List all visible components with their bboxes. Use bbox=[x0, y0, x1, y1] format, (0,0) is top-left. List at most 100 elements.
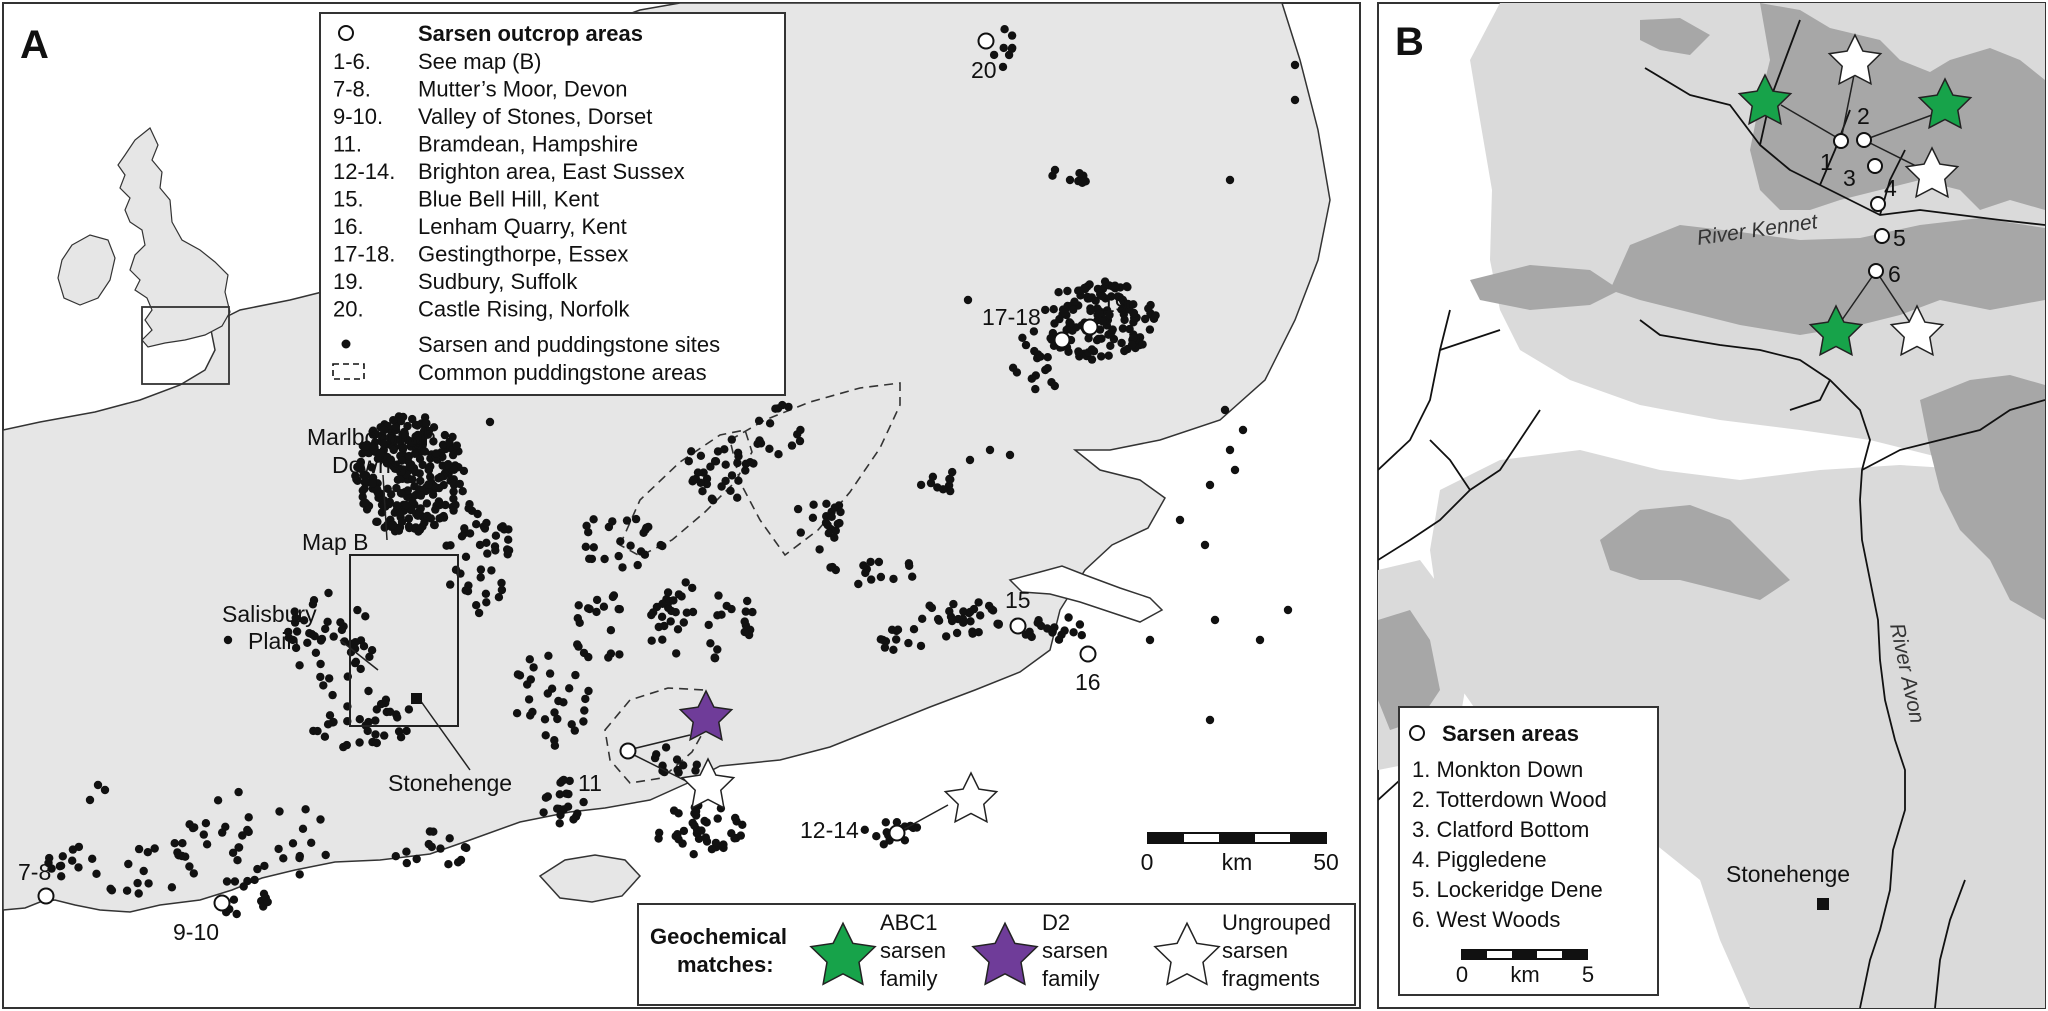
salisbury-leader bbox=[339, 639, 379, 671]
site-dot bbox=[372, 738, 381, 748]
site-dot bbox=[336, 618, 345, 627]
site-dot bbox=[310, 632, 319, 641]
label-site-9-10: 9-10 bbox=[173, 919, 219, 945]
label-marlborough: Marlborough bbox=[307, 424, 436, 450]
stonehenge-marker-b bbox=[1817, 898, 1829, 910]
outcrop-12-14 bbox=[888, 824, 906, 842]
site-dot bbox=[244, 827, 253, 837]
site-dot bbox=[461, 586, 470, 595]
scale-bar-a-unit: km bbox=[1222, 849, 1253, 875]
sarsen-area-4 bbox=[1870, 196, 1886, 212]
site-dot bbox=[734, 476, 743, 485]
site-dot bbox=[359, 470, 368, 480]
site-dot bbox=[472, 520, 481, 529]
site-dot bbox=[1049, 305, 1058, 314]
site-dot bbox=[234, 843, 244, 852]
site-dot bbox=[540, 715, 550, 724]
site-dot bbox=[585, 604, 594, 614]
site-dot bbox=[618, 563, 627, 572]
site-dot bbox=[230, 877, 240, 886]
scale-bar-a: 0 km 50 bbox=[1141, 832, 1339, 875]
site-dot bbox=[250, 875, 259, 885]
site-dot bbox=[622, 516, 632, 525]
site-dot bbox=[822, 499, 831, 508]
site-dot bbox=[425, 827, 435, 836]
site-dot bbox=[316, 815, 325, 824]
site-dot bbox=[658, 599, 667, 608]
site-dot bbox=[674, 835, 683, 844]
site-dot bbox=[1066, 319, 1075, 328]
site-dot bbox=[666, 617, 675, 626]
site-dot bbox=[1029, 327, 1039, 336]
site-dot bbox=[539, 808, 548, 817]
legend-outcrop-title: Sarsen outcrop areas bbox=[418, 21, 643, 46]
label-site-12-14: 12-14 bbox=[800, 817, 859, 843]
site-dot bbox=[654, 622, 663, 632]
site-dot bbox=[367, 646, 377, 655]
site-dot bbox=[644, 522, 653, 532]
site-dot bbox=[580, 706, 589, 715]
geochem-d2-2: sarsen bbox=[1042, 938, 1108, 963]
site-dot bbox=[553, 714, 562, 724]
site-dot bbox=[299, 616, 309, 625]
site-dot bbox=[373, 517, 382, 526]
site-dot bbox=[405, 523, 414, 533]
legend-b-item: 4. Piggledene bbox=[1412, 847, 1547, 872]
site-dot bbox=[1012, 368, 1022, 377]
site-dot bbox=[353, 605, 362, 615]
site-dot bbox=[608, 592, 618, 602]
site-dot bbox=[1225, 445, 1235, 455]
site-dot bbox=[392, 501, 402, 510]
legend-outcrop-areas: Sarsen outcrop areas 1-6. See map (B) 7-8.… bbox=[319, 12, 786, 396]
site-dot bbox=[559, 775, 568, 785]
sarsen-area-3 bbox=[1867, 158, 1883, 174]
site-dot bbox=[464, 504, 473, 513]
site-dot bbox=[68, 856, 77, 865]
site-dot bbox=[584, 686, 593, 696]
site-dot bbox=[385, 497, 394, 507]
site-dot bbox=[719, 840, 728, 849]
site-dot bbox=[994, 620, 1003, 629]
site-dot bbox=[1144, 304, 1153, 313]
label-site-20: 20 bbox=[971, 57, 997, 83]
site-dot bbox=[687, 447, 696, 456]
site-dot bbox=[579, 648, 589, 658]
site-dot bbox=[909, 625, 919, 634]
site-dot bbox=[1074, 347, 1083, 356]
site-dot bbox=[1008, 43, 1017, 53]
site-dot bbox=[831, 526, 840, 535]
scale-bar-a-seg-3 bbox=[1290, 833, 1326, 843]
site-dot bbox=[1087, 345, 1097, 354]
site-dot bbox=[528, 707, 537, 717]
site-dot bbox=[692, 825, 702, 834]
site-dot bbox=[321, 850, 330, 860]
site-dot bbox=[647, 636, 656, 645]
site-dot bbox=[363, 726, 372, 736]
site-dot bbox=[368, 479, 377, 488]
site-dot bbox=[854, 579, 863, 589]
site-dot bbox=[1098, 317, 1107, 326]
site-dot bbox=[221, 822, 230, 831]
label-salisbury: Salisbury bbox=[222, 601, 317, 627]
site-dot bbox=[963, 295, 973, 305]
site-dot bbox=[946, 486, 955, 496]
leader-1-green bbox=[1780, 104, 1842, 141]
site-dot bbox=[927, 603, 937, 613]
site-dot bbox=[867, 575, 876, 584]
site-dot bbox=[373, 485, 382, 494]
site-dot bbox=[706, 462, 715, 471]
legend-b-circle-icon bbox=[1409, 725, 1425, 741]
site-dot bbox=[554, 696, 563, 706]
stonehenge-marker bbox=[411, 693, 422, 704]
site-dot bbox=[408, 438, 417, 447]
site-dot bbox=[150, 844, 159, 853]
river-avon-upper-trib bbox=[1789, 379, 1831, 411]
site-dot bbox=[415, 525, 425, 534]
site-dot bbox=[316, 659, 325, 669]
site-dot bbox=[606, 626, 616, 635]
scale-bar-a-seg-1 bbox=[1148, 833, 1184, 843]
site-dot bbox=[1097, 352, 1106, 361]
site-dot bbox=[823, 520, 832, 530]
site-dot bbox=[574, 642, 583, 651]
